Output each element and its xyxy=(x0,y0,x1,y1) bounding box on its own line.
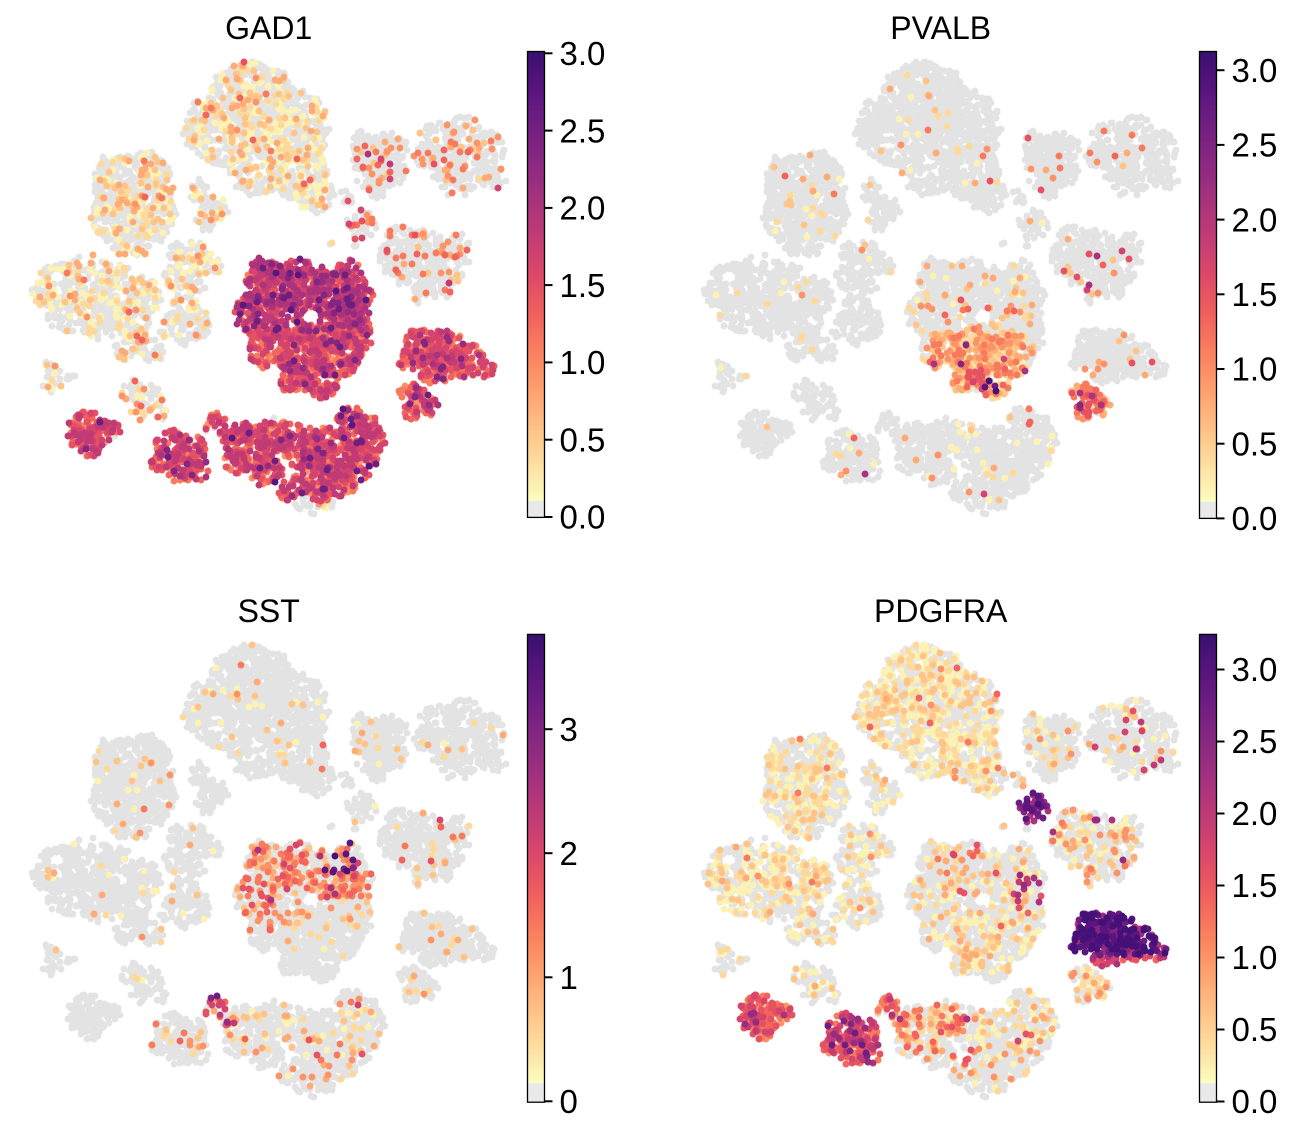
svg-text:2.0: 2.0 xyxy=(560,190,606,227)
svg-text:1.5: 1.5 xyxy=(560,267,606,304)
svg-text:3.0: 3.0 xyxy=(560,35,606,72)
svg-text:3.0: 3.0 xyxy=(1232,651,1278,688)
svg-text:0: 0 xyxy=(560,1083,578,1120)
svg-text:2.5: 2.5 xyxy=(1232,127,1278,164)
svg-text:0.0: 0.0 xyxy=(1232,1083,1278,1120)
svg-text:2: 2 xyxy=(560,835,578,872)
svg-text:1.0: 1.0 xyxy=(1232,939,1278,976)
svg-text:1: 1 xyxy=(560,959,578,996)
svg-text:1.5: 1.5 xyxy=(1232,867,1278,904)
svg-text:0.5: 0.5 xyxy=(560,421,606,458)
svg-text:3.0: 3.0 xyxy=(1232,52,1278,89)
svg-text:1.0: 1.0 xyxy=(1232,351,1278,388)
svg-text:2.0: 2.0 xyxy=(1232,795,1278,832)
svg-text:0.0: 0.0 xyxy=(1232,500,1278,537)
svg-text:0.5: 0.5 xyxy=(1232,425,1278,462)
svg-text:GAD1: GAD1 xyxy=(225,10,312,46)
svg-text:0.0: 0.0 xyxy=(560,499,606,536)
svg-text:3: 3 xyxy=(560,711,578,748)
svg-text:0.5: 0.5 xyxy=(1232,1011,1278,1048)
svg-text:2.5: 2.5 xyxy=(560,112,606,149)
svg-text:PDGFRA: PDGFRA xyxy=(874,593,1008,629)
svg-text:PVALB: PVALB xyxy=(890,10,991,46)
svg-text:1.5: 1.5 xyxy=(1232,276,1278,313)
svg-text:1.0: 1.0 xyxy=(560,344,606,381)
svg-text:2.0: 2.0 xyxy=(1232,201,1278,238)
svg-text:2.5: 2.5 xyxy=(1232,723,1278,760)
svg-text:SST: SST xyxy=(238,593,300,629)
